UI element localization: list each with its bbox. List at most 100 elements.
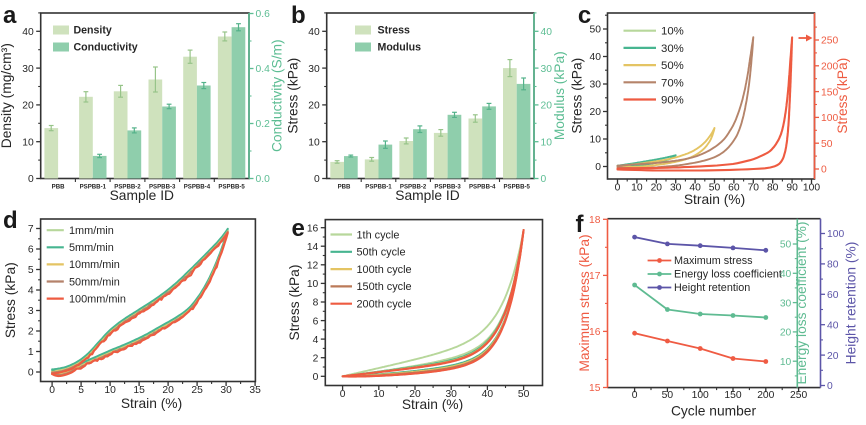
svg-text:Energy loss coefficient: Energy loss coefficient xyxy=(674,269,782,281)
svg-text:70: 70 xyxy=(748,183,760,194)
svg-text:15: 15 xyxy=(133,385,145,396)
svg-text:40: 40 xyxy=(590,52,602,63)
svg-text:1: 1 xyxy=(28,347,34,358)
svg-text:0.0: 0.0 xyxy=(256,174,271,185)
svg-text:20: 20 xyxy=(541,101,553,112)
svg-text:1mm/min: 1mm/min xyxy=(69,225,114,237)
svg-text:150: 150 xyxy=(821,87,838,98)
svg-text:0: 0 xyxy=(314,174,320,185)
svg-text:16: 16 xyxy=(589,327,601,338)
svg-text:Cycle number: Cycle number xyxy=(671,404,757,419)
svg-text:Stress (kPa): Stress (kPa) xyxy=(3,262,18,338)
svg-text:10: 10 xyxy=(590,135,602,146)
svg-text:250: 250 xyxy=(821,36,838,47)
svg-text:0: 0 xyxy=(49,385,55,396)
svg-text:50mm/min: 50mm/min xyxy=(69,276,120,288)
svg-text:60: 60 xyxy=(728,183,740,194)
svg-text:250: 250 xyxy=(790,390,807,401)
svg-text:0: 0 xyxy=(313,372,319,383)
svg-text:35: 35 xyxy=(249,385,261,396)
svg-text:100: 100 xyxy=(803,183,820,194)
svg-text:15: 15 xyxy=(589,383,601,394)
svg-text:30%: 30% xyxy=(661,43,684,55)
svg-text:100: 100 xyxy=(821,113,838,124)
svg-text:18: 18 xyxy=(589,215,601,226)
svg-text:10: 10 xyxy=(307,279,319,290)
svg-text:10: 10 xyxy=(104,385,116,396)
svg-text:10: 10 xyxy=(308,137,320,148)
svg-text:50%: 50% xyxy=(661,60,684,72)
svg-text:8: 8 xyxy=(313,298,319,309)
svg-text:100: 100 xyxy=(827,229,844,240)
svg-text:20: 20 xyxy=(590,107,602,118)
svg-text:10: 10 xyxy=(373,389,385,400)
svg-text:1th cycle: 1th cycle xyxy=(357,229,400,241)
svg-text:20: 20 xyxy=(827,351,839,362)
svg-text:100: 100 xyxy=(692,390,709,401)
svg-text:f: f xyxy=(576,211,585,238)
svg-text:20: 20 xyxy=(162,385,174,396)
svg-text:0.4: 0.4 xyxy=(256,64,271,75)
svg-text:Stress (kPa): Stress (kPa) xyxy=(287,265,302,341)
svg-text:Density: Density xyxy=(74,25,112,37)
svg-text:40: 40 xyxy=(308,27,320,38)
svg-text:0: 0 xyxy=(340,389,346,400)
svg-text:12: 12 xyxy=(307,261,319,272)
svg-text:10: 10 xyxy=(541,137,553,148)
svg-text:50th cycle: 50th cycle xyxy=(357,247,406,259)
svg-text:17: 17 xyxy=(589,271,601,282)
svg-text:6: 6 xyxy=(313,316,319,327)
svg-text:2: 2 xyxy=(28,327,34,338)
svg-text:100mm/min: 100mm/min xyxy=(69,293,126,305)
svg-text:Maximum stress: Maximum stress xyxy=(674,255,753,267)
svg-text:200th cycle: 200th cycle xyxy=(357,299,412,311)
svg-text:80: 80 xyxy=(827,260,839,271)
svg-text:150th cycle: 150th cycle xyxy=(357,281,412,293)
svg-text:c: c xyxy=(578,2,591,29)
svg-text:Strain (%): Strain (%) xyxy=(684,192,745,207)
svg-text:Conductivity: Conductivity xyxy=(74,42,138,54)
svg-text:Stress (kPa): Stress (kPa) xyxy=(835,58,850,134)
svg-text:Stress (kPa): Stress (kPa) xyxy=(286,58,301,134)
svg-text:90: 90 xyxy=(786,183,798,194)
svg-text:200: 200 xyxy=(757,390,774,401)
svg-text:50: 50 xyxy=(780,240,792,251)
svg-text:PSPBB-3: PSPBB-3 xyxy=(434,183,461,190)
svg-text:40: 40 xyxy=(780,269,792,280)
svg-text:30: 30 xyxy=(541,64,553,75)
svg-text:10mm/min: 10mm/min xyxy=(69,259,120,271)
svg-text:PSPBB-5: PSPBB-5 xyxy=(218,183,245,190)
svg-text:0: 0 xyxy=(541,174,547,185)
svg-text:Modulus: Modulus xyxy=(378,42,422,54)
svg-text:Strain (%): Strain (%) xyxy=(402,397,463,412)
svg-text:Maximum stress (kPa): Maximum stress (kPa) xyxy=(577,234,592,371)
svg-text:5: 5 xyxy=(28,265,34,276)
svg-text:Energy loss coefficient (%): Energy loss coefficient (%) xyxy=(794,221,809,384)
svg-text:60: 60 xyxy=(827,290,839,301)
svg-text:30: 30 xyxy=(220,385,232,396)
svg-text:50: 50 xyxy=(662,390,674,401)
svg-text:PSPBB-4: PSPBB-4 xyxy=(469,183,496,190)
svg-text:4: 4 xyxy=(313,335,319,346)
svg-text:70%: 70% xyxy=(661,77,684,89)
svg-text:14: 14 xyxy=(307,242,319,253)
svg-text:4: 4 xyxy=(28,286,34,297)
svg-text:50: 50 xyxy=(821,139,833,150)
svg-text:90%: 90% xyxy=(661,95,684,107)
svg-text:150: 150 xyxy=(724,390,741,401)
svg-text:Height retention (%): Height retention (%) xyxy=(844,242,859,365)
svg-text:b: b xyxy=(291,2,306,29)
svg-text:50: 50 xyxy=(518,389,530,400)
svg-text:Modulus (kPa): Modulus (kPa) xyxy=(552,51,567,140)
svg-text:30: 30 xyxy=(780,298,792,309)
svg-text:30: 30 xyxy=(670,183,682,194)
svg-text:30: 30 xyxy=(445,389,457,400)
svg-text:40: 40 xyxy=(482,389,494,400)
svg-text:50: 50 xyxy=(590,25,602,36)
svg-text:20: 20 xyxy=(308,101,320,112)
svg-text:e: e xyxy=(292,215,305,242)
svg-text:0.6: 0.6 xyxy=(256,9,271,20)
svg-text:0.2: 0.2 xyxy=(256,119,271,130)
svg-text:0: 0 xyxy=(632,390,638,401)
svg-text:20: 20 xyxy=(409,389,421,400)
